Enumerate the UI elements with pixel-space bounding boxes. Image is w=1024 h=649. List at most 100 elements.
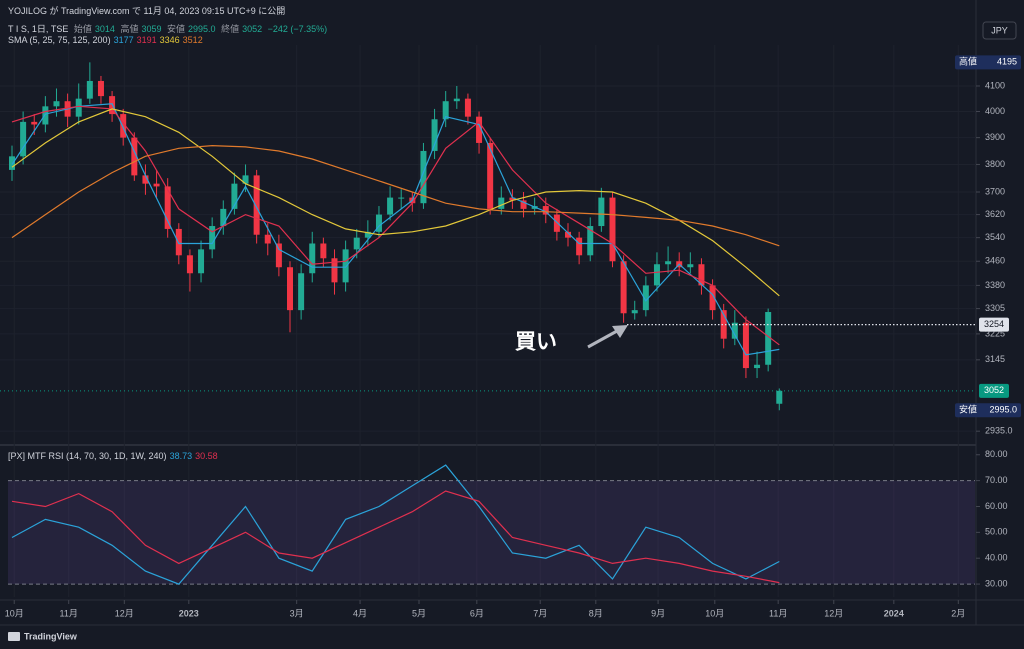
arrow-head bbox=[612, 325, 628, 338]
candle-body bbox=[598, 197, 605, 227]
rsi-legend: [PX] MTF RSI (14, 70, 30, 1D, 1W, 240) 38… bbox=[8, 451, 221, 461]
candle-body bbox=[487, 142, 494, 209]
candle-body bbox=[464, 98, 471, 117]
x-tick-label: 10月 bbox=[5, 608, 24, 618]
y-tick-label: 3380 bbox=[985, 280, 1005, 290]
sma-line bbox=[11, 105, 780, 346]
candle-body bbox=[431, 119, 438, 151]
legend-line: T I S, 1日, TSE 始値 3014 高値 3059 安値 2995.0 終値… bbox=[8, 22, 330, 35]
rsi-value: 38.73 bbox=[169, 451, 193, 461]
candle-body bbox=[331, 258, 338, 283]
candle-body bbox=[86, 80, 93, 99]
candle-body bbox=[587, 226, 594, 256]
x-tick-label: 3月 bbox=[290, 608, 304, 618]
symbol: T I S, 1日, TSE bbox=[8, 24, 69, 34]
candle-body bbox=[754, 364, 761, 369]
candle-body bbox=[364, 231, 371, 238]
y-tick-label: 70.00 bbox=[985, 475, 1008, 485]
candle-body bbox=[153, 183, 160, 187]
ohlc-value: 3052 bbox=[242, 24, 263, 34]
candle-body bbox=[31, 121, 38, 125]
y-tick-label: 3305 bbox=[985, 303, 1005, 313]
rsi-title: [PX] MTF RSI (14, 70, 30, 1D, 1W, 240) bbox=[8, 451, 167, 461]
ohlc-value: 3059 bbox=[141, 24, 162, 34]
candle-body bbox=[275, 243, 282, 268]
price-badge-tag: 安値 bbox=[959, 404, 977, 415]
plot-layer: 10月 11月 12月 2023 3月 4月 5月 6月 7月 8月 9月 10月 11月 12月 2024… bbox=[0, 45, 1021, 618]
price-badge bbox=[955, 403, 1021, 418]
rsi-line bbox=[11, 490, 780, 584]
candle-body bbox=[776, 390, 783, 404]
candle-body bbox=[42, 106, 49, 125]
x-tick-label: 11月 bbox=[769, 608, 787, 618]
price-badge-value: 3052 bbox=[984, 385, 1004, 395]
candle-body bbox=[453, 98, 460, 102]
candle-body bbox=[353, 237, 360, 250]
candle-body bbox=[253, 175, 260, 235]
candle-body bbox=[142, 175, 149, 184]
candle-body bbox=[609, 197, 616, 262]
candle-body bbox=[309, 243, 316, 274]
y-tick-label: 3700 bbox=[985, 186, 1005, 196]
ohlc-name: 終値 bbox=[221, 24, 240, 34]
y-tick-label: 4100 bbox=[985, 80, 1005, 90]
currency: JPY bbox=[991, 25, 1008, 35]
price-badge bbox=[979, 317, 1009, 332]
candle-body bbox=[698, 264, 705, 286]
candle-body bbox=[231, 183, 238, 209]
candle-body bbox=[742, 322, 749, 369]
sma-line bbox=[11, 108, 780, 297]
candle-body bbox=[209, 226, 216, 250]
candle-body bbox=[342, 249, 349, 283]
candle-body bbox=[709, 285, 716, 311]
ohlc-name: 始値 bbox=[73, 24, 92, 34]
currency-box[interactable] bbox=[982, 21, 1017, 40]
candle-body bbox=[264, 234, 271, 244]
candle-body bbox=[542, 206, 549, 215]
sma-line bbox=[11, 103, 780, 356]
candle-body bbox=[175, 228, 182, 256]
candle-body bbox=[687, 264, 694, 268]
y-tick-label: 3225 bbox=[985, 328, 1005, 338]
ohlc-value: 3014 bbox=[94, 24, 115, 34]
x-tick-label: 9月 bbox=[651, 608, 665, 618]
candle-body bbox=[242, 175, 249, 184]
y-tick-label: 60.00 bbox=[985, 501, 1008, 511]
x-tick-label: 10月 bbox=[705, 608, 724, 618]
y-tick-label: 4000 bbox=[985, 106, 1005, 116]
annotation: 買い bbox=[515, 331, 557, 354]
published: YOJILOG が TradingView.com で 11月 04, 2023… bbox=[8, 6, 286, 16]
candle-body bbox=[520, 200, 527, 209]
change: −242 (−7.35%) bbox=[267, 24, 328, 34]
candle-body bbox=[576, 237, 583, 256]
candle-body bbox=[164, 186, 171, 229]
y-tick-label: 2935.0 bbox=[985, 426, 1013, 436]
candle-body bbox=[765, 312, 772, 365]
x-tick-label: 2024 bbox=[884, 608, 904, 618]
candle-body bbox=[97, 80, 104, 97]
y-tick-label: 3460 bbox=[985, 256, 1005, 266]
x-tick-label: 6月 bbox=[470, 608, 484, 618]
candle-body bbox=[476, 116, 483, 143]
candle-body bbox=[565, 231, 572, 238]
price-badge bbox=[955, 55, 1021, 70]
candle-body bbox=[642, 285, 649, 311]
candle-body bbox=[620, 261, 627, 314]
candle-body bbox=[442, 101, 449, 120]
sma-title: SMA (5, 25, 75, 125, 200) bbox=[8, 35, 111, 45]
x-tick-label: 11月 bbox=[60, 608, 78, 618]
y-tick-label: 30.00 bbox=[985, 578, 1008, 588]
candle-body bbox=[53, 101, 60, 107]
y-tick-label: 3540 bbox=[985, 232, 1005, 242]
annotation-arrow bbox=[587, 329, 618, 349]
x-tick-label: 12月 bbox=[824, 608, 843, 618]
price-badge-tag: 高値 bbox=[959, 56, 977, 67]
candle-body bbox=[731, 322, 738, 339]
candle-body bbox=[20, 121, 27, 157]
y-tick-label: 50.00 bbox=[985, 527, 1008, 537]
candle-body bbox=[720, 310, 727, 339]
candle-body bbox=[398, 197, 405, 199]
candle-body bbox=[198, 249, 205, 274]
